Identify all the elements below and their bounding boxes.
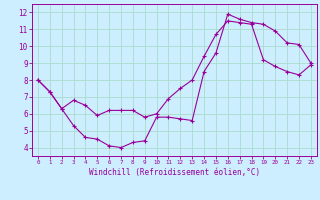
X-axis label: Windchill (Refroidissement éolien,°C): Windchill (Refroidissement éolien,°C) [89, 168, 260, 177]
